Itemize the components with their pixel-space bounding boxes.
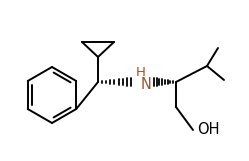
Text: OH: OH	[197, 123, 220, 137]
Text: H: H	[136, 66, 146, 79]
Text: N: N	[141, 76, 151, 91]
